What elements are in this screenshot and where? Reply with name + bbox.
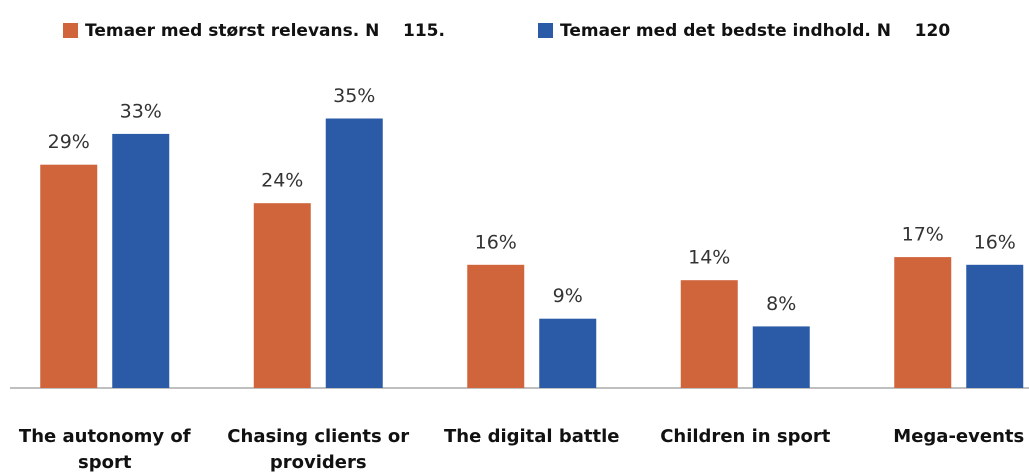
bar — [40, 164, 98, 388]
bar — [752, 326, 810, 388]
bar — [894, 257, 952, 388]
data-label: 29% — [48, 131, 90, 153]
x-tick-label: Children in sport — [660, 426, 831, 447]
legend-label: Temaer med størst relevans. N 115. — [85, 21, 445, 41]
bar — [539, 318, 597, 388]
legend-swatch — [63, 23, 78, 38]
x-tick-label: The autonomy of sport — [18, 426, 191, 473]
data-label: 16% — [974, 231, 1016, 253]
x-tick-label: The digital battle — [444, 426, 620, 447]
x-tick-label: Chasing clients or providers — [227, 426, 410, 473]
bar — [467, 264, 525, 388]
data-label: 24% — [261, 170, 303, 192]
bar — [325, 118, 383, 388]
data-label: 35% — [333, 85, 375, 107]
data-label: 17% — [902, 224, 944, 246]
bar — [253, 203, 311, 388]
bar — [680, 280, 738, 388]
legend-swatch — [538, 23, 553, 38]
data-label: 9% — [553, 285, 583, 307]
data-label: 33% — [120, 100, 162, 122]
x-tick-label: Mega-events — [893, 426, 1025, 447]
bar — [112, 133, 170, 388]
data-label: 16% — [475, 231, 517, 253]
legend-label: Temaer med det bedste indhold. N 120 — [560, 21, 950, 41]
data-label: 8% — [766, 293, 796, 315]
bar — [966, 264, 1024, 388]
data-label: 14% — [688, 247, 730, 269]
